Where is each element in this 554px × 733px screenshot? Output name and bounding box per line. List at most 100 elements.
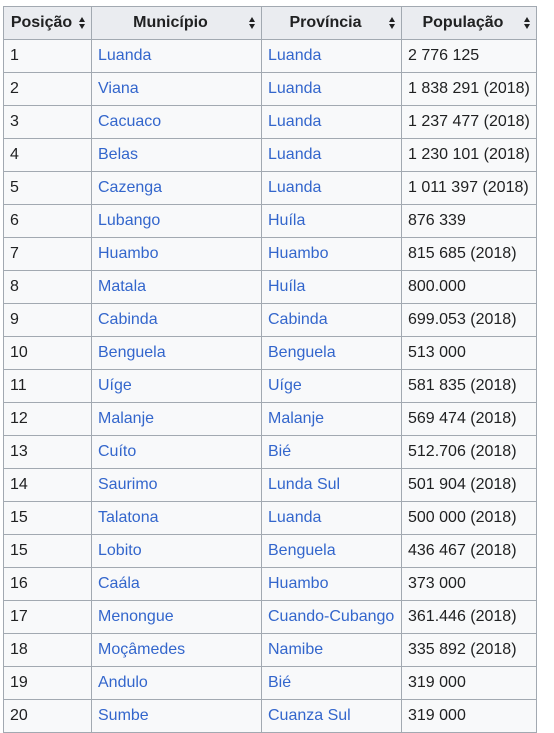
municipio-link[interactable]: Huambo	[98, 245, 159, 262]
column-header-populacao[interactable]: População	[401, 6, 537, 40]
municipio-link[interactable]: Talatona	[98, 509, 159, 526]
table-row: 8 Matala Huíla 800.000	[3, 270, 537, 304]
provincia-link[interactable]: Luanda	[268, 47, 322, 64]
cell-provincia: Cuanza Sul	[261, 699, 402, 733]
cell-populacao: 500 000 (2018)	[401, 501, 537, 535]
cell-municipio: Saurimo	[91, 468, 262, 502]
provincia-link[interactable]: Luanda	[268, 179, 322, 196]
provincia-link[interactable]: Bié	[268, 443, 292, 460]
municipio-link[interactable]: Cazenga	[98, 179, 163, 196]
municipio-link[interactable]: Menongue	[98, 608, 174, 625]
provincia-link[interactable]: Huambo	[268, 575, 329, 592]
municipio-link[interactable]: Luanda	[98, 47, 152, 64]
sort-icon[interactable]	[389, 17, 396, 29]
sort-icon[interactable]	[249, 17, 256, 29]
provincia-link[interactable]: Lunda Sul	[268, 476, 341, 493]
cell-municipio: Lobito	[91, 534, 262, 568]
column-header-municipio[interactable]: Município	[91, 6, 262, 40]
provincia-link[interactable]: Malanje	[268, 410, 325, 427]
cell-municipio: Luanda	[91, 39, 262, 73]
provincia-link[interactable]: Huíla	[268, 278, 306, 295]
cell-populacao: 373 000	[401, 567, 537, 601]
table-row: 6 Lubango Huíla 876 339	[3, 204, 537, 238]
cell-posicao: 1	[3, 39, 92, 73]
table-row: 18 Moçâmedes Namibe 335 892 (2018)	[3, 633, 537, 667]
sort-icon[interactable]	[523, 17, 531, 29]
cell-provincia: Namibe	[261, 633, 402, 667]
provincia-link[interactable]: Luanda	[268, 146, 322, 163]
column-header-posicao[interactable]: Posição	[3, 6, 92, 40]
municipio-link[interactable]: Malanje	[98, 410, 155, 427]
provincia-link[interactable]: Cabinda	[268, 311, 328, 328]
cell-populacao: 1 237 477 (2018)	[401, 105, 537, 139]
municipio-link[interactable]: Lubango	[98, 212, 161, 229]
table-row: 12 Malanje Malanje 569 474 (2018)	[3, 402, 537, 436]
cell-provincia: Luanda	[261, 72, 402, 106]
cell-municipio: Benguela	[91, 336, 262, 370]
municipio-link[interactable]: Matala	[98, 278, 147, 295]
municipio-link[interactable]: Benguela	[98, 344, 166, 361]
cell-municipio: Lubango	[91, 204, 262, 238]
municipio-link[interactable]: Saurimo	[98, 476, 158, 493]
cell-provincia: Uíge	[261, 369, 402, 403]
table-header-row: Posição Município Província População	[3, 6, 537, 40]
table-row: 5 Cazenga Luanda 1 011 397 (2018)	[3, 171, 537, 205]
cell-populacao: 2 776 125	[401, 39, 537, 73]
municipio-link[interactable]: Cuíto	[98, 443, 137, 460]
table-body: 1 Luanda Luanda 2 776 125 2 Viana Luanda 1 838 …	[3, 39, 537, 733]
cell-populacao: 1 838 291 (2018)	[401, 72, 537, 106]
municipio-link[interactable]: Lobito	[98, 542, 142, 559]
cell-posicao: 3	[3, 105, 92, 139]
cell-posicao: 14	[3, 468, 92, 502]
municipio-link[interactable]: Sumbe	[98, 707, 149, 724]
municipio-link[interactable]: Cabinda	[98, 311, 158, 328]
table-row: 16 Caála Huambo 373 000	[3, 567, 537, 601]
cell-provincia: Luanda	[261, 171, 402, 205]
provincia-link[interactable]: Benguela	[268, 344, 336, 361]
provincia-link[interactable]: Uíge	[268, 377, 302, 394]
municipio-link[interactable]: Viana	[98, 80, 139, 97]
column-header-label: População	[422, 14, 504, 31]
municipio-link[interactable]: Andulo	[98, 674, 148, 691]
cell-posicao: 4	[3, 138, 92, 172]
provincia-link[interactable]: Cuando-Cubango	[268, 608, 395, 625]
table-row: 15 Lobito Benguela 436 467 (2018)	[3, 534, 537, 568]
column-header-provincia[interactable]: Província	[261, 6, 402, 40]
provincia-link[interactable]: Luanda	[268, 80, 322, 97]
provincia-link[interactable]: Cuanza Sul	[268, 707, 351, 724]
sort-icon[interactable]	[79, 17, 86, 29]
cell-provincia: Lunda Sul	[261, 468, 402, 502]
cell-posicao: 17	[3, 600, 92, 634]
cell-populacao: 513 000	[401, 336, 537, 370]
cell-municipio: Cacuaco	[91, 105, 262, 139]
cell-municipio: Caála	[91, 567, 262, 601]
cell-posicao: 18	[3, 633, 92, 667]
cell-municipio: Uíge	[91, 369, 262, 403]
provincia-link[interactable]: Benguela	[268, 542, 336, 559]
cell-provincia: Malanje	[261, 402, 402, 436]
table-row: 15 Talatona Luanda 500 000 (2018)	[3, 501, 537, 535]
cell-populacao: 581 835 (2018)	[401, 369, 537, 403]
provincia-link[interactable]: Bié	[268, 674, 292, 691]
cell-populacao: 436 467 (2018)	[401, 534, 537, 568]
provincia-link[interactable]: Luanda	[268, 509, 322, 526]
cell-populacao: 1 011 397 (2018)	[401, 171, 537, 205]
table-row: 3 Cacuaco Luanda 1 237 477 (2018)	[3, 105, 537, 139]
municipio-link[interactable]: Moçâmedes	[98, 641, 186, 658]
cell-posicao: 15	[3, 501, 92, 535]
municipio-link[interactable]: Uíge	[98, 377, 132, 394]
cell-municipio: Talatona	[91, 501, 262, 535]
provincia-link[interactable]: Luanda	[268, 113, 322, 130]
provincia-link[interactable]: Namibe	[268, 641, 324, 658]
municipio-link[interactable]: Caála	[98, 575, 140, 592]
cell-provincia: Luanda	[261, 105, 402, 139]
cell-posicao: 15	[3, 534, 92, 568]
provincia-link[interactable]: Huíla	[268, 212, 306, 229]
cell-populacao: 512.706 (2018)	[401, 435, 537, 469]
municipio-link[interactable]: Cacuaco	[98, 113, 162, 130]
table-row: 9 Cabinda Cabinda 699.053 (2018)	[3, 303, 537, 337]
cell-provincia: Huambo	[261, 567, 402, 601]
provincia-link[interactable]: Huambo	[268, 245, 329, 262]
municipio-link[interactable]: Belas	[98, 146, 139, 163]
cell-populacao: 569 474 (2018)	[401, 402, 537, 436]
